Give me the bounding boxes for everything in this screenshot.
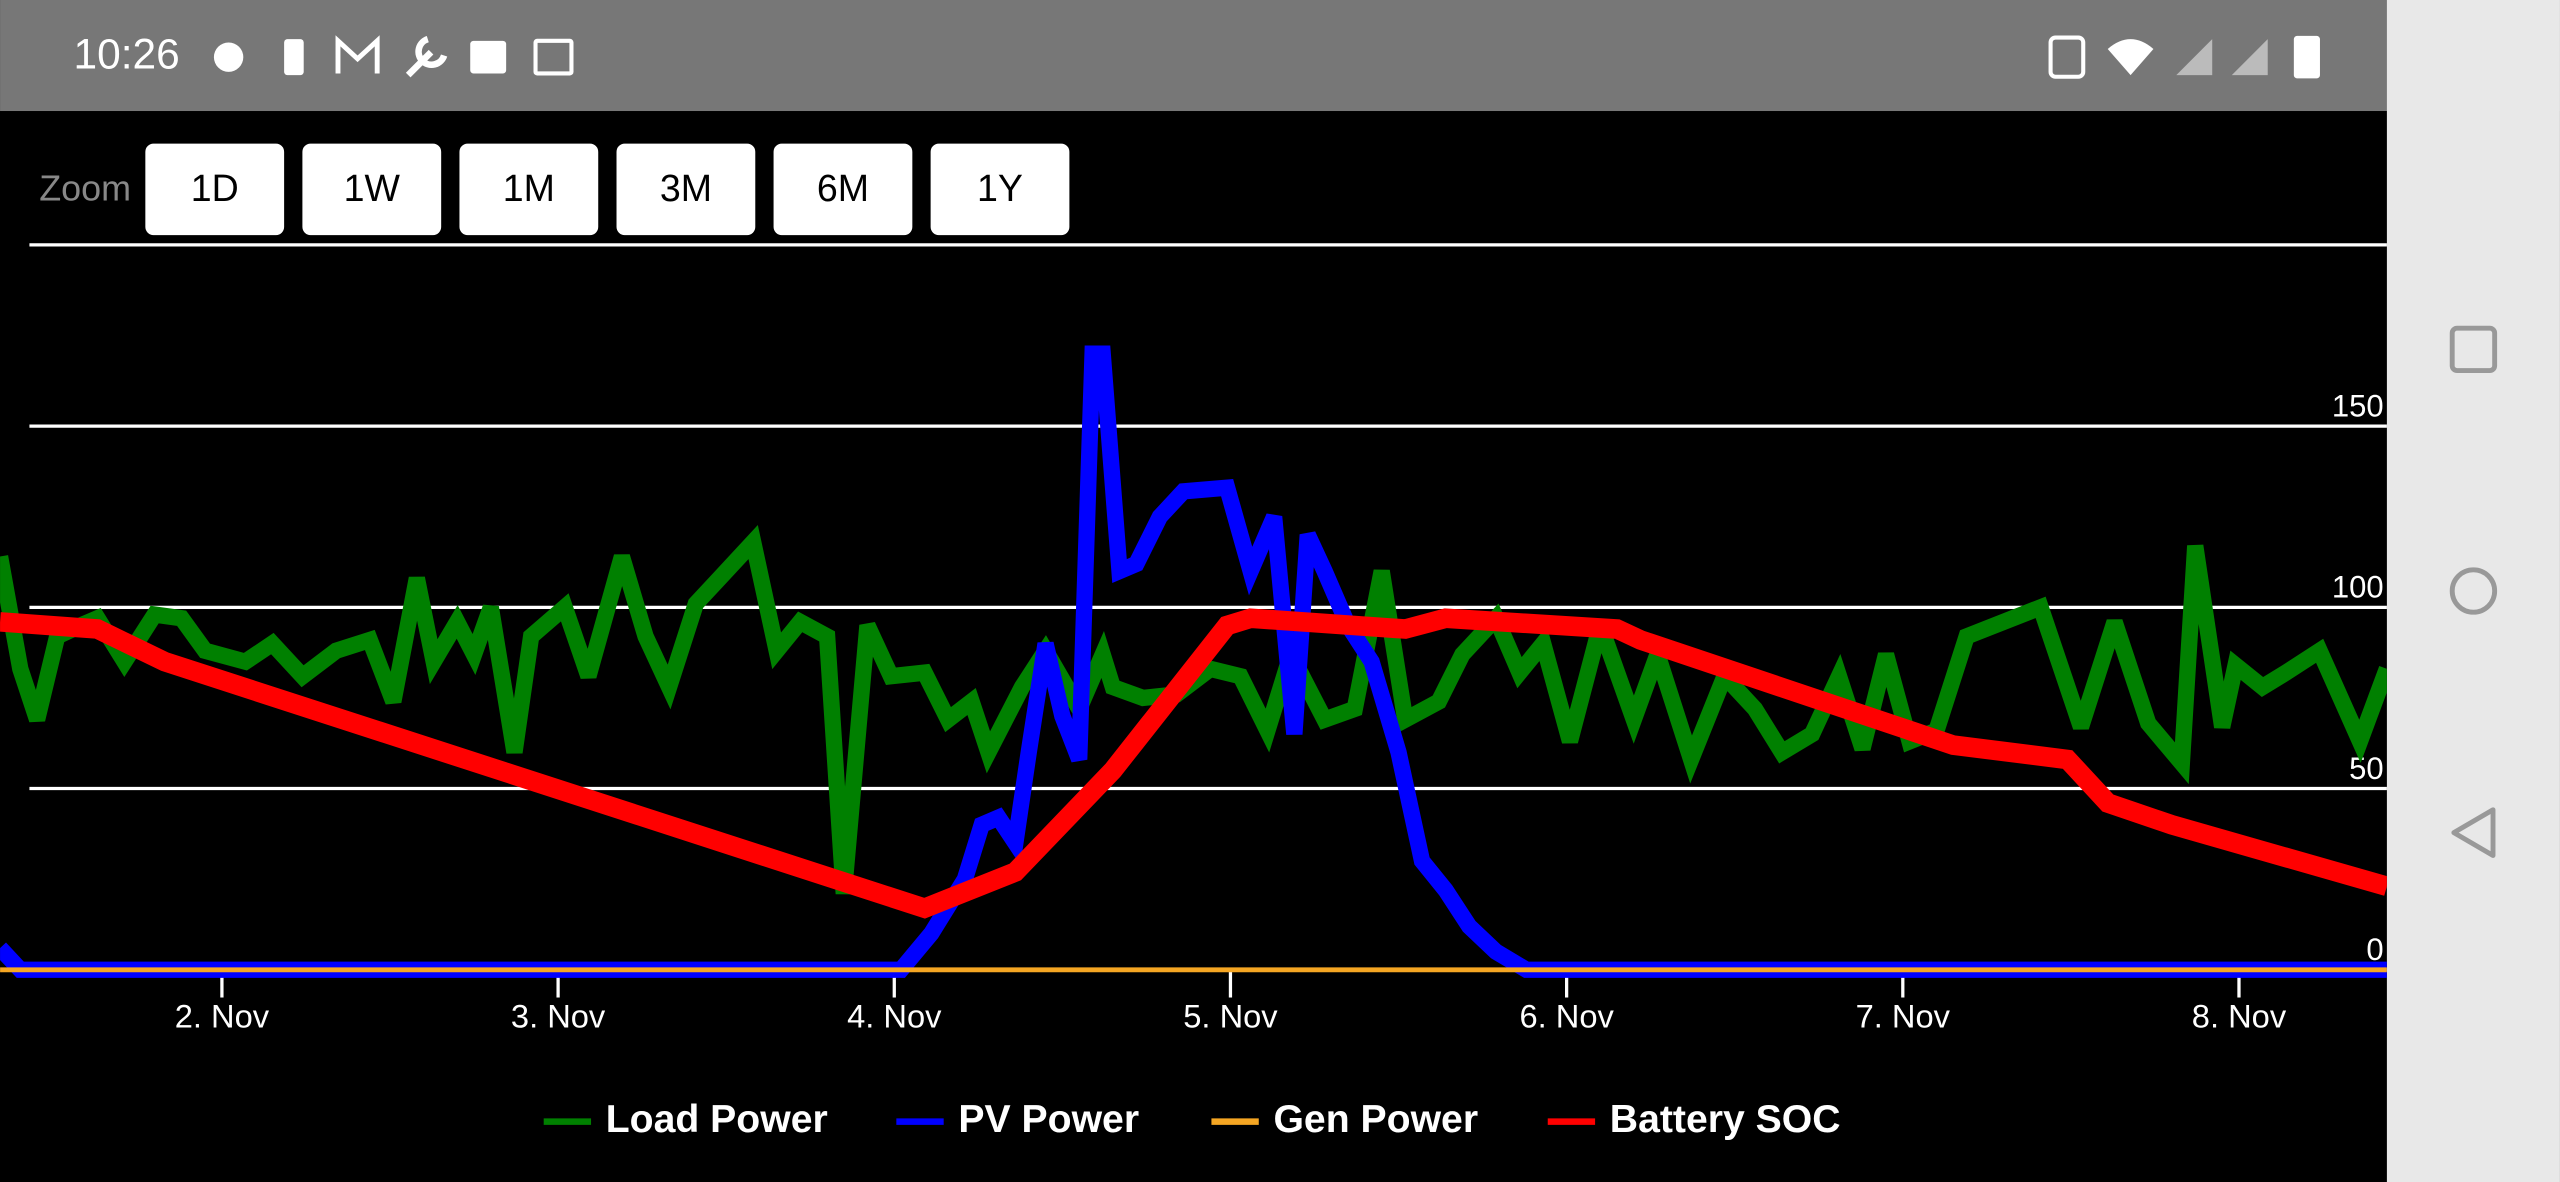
legend-item[interactable]: Gen Power: [1211, 1098, 1478, 1141]
x-tick-label: 4. Nov: [847, 997, 942, 1034]
zoom-button-bg[interactable]: [773, 143, 913, 236]
x-tick-label: 7. Nov: [1856, 997, 1951, 1034]
legend-item[interactable]: Battery SOC: [1547, 1098, 1841, 1141]
x-tick-label: 5. Nov: [1183, 997, 1278, 1034]
zoom-button-bg[interactable]: [145, 143, 285, 236]
y-tick-label: 0: [2366, 932, 2383, 967]
zoom-button[interactable]: 3M: [616, 143, 756, 236]
series-line: [0, 608, 2387, 919]
settings-icon: [213, 42, 244, 72]
plot-area: [0, 345, 2387, 978]
zoom-button-label[interactable]: 1D: [191, 167, 239, 209]
legend-item[interactable]: PV Power: [896, 1098, 1139, 1141]
zoom-button[interactable]: 6M: [773, 143, 913, 236]
status-icons: [213, 35, 2320, 79]
tool-icon: [405, 36, 448, 78]
y-tick-label: 50: [2349, 751, 2383, 786]
zoom-button-bg[interactable]: [616, 143, 756, 236]
zoom-button[interactable]: 1D: [145, 143, 285, 236]
zoom-button-label[interactable]: 1W: [344, 167, 401, 209]
zoom-button[interactable]: 1Y: [930, 143, 1070, 236]
zoom-button[interactable]: 1W: [302, 143, 442, 236]
image-icon: [470, 40, 507, 74]
nav-bar: [2386, 0, 2560, 1182]
zoom-button-label[interactable]: 6M: [817, 167, 869, 209]
legend-label[interactable]: Gen Power: [1273, 1098, 1478, 1141]
back-button[interactable]: [2451, 807, 2496, 858]
zoom-label: Zoom: [39, 167, 131, 208]
zoom-button[interactable]: 1M: [459, 143, 599, 236]
series-line: [0, 345, 2387, 978]
calendar-icon: [533, 38, 574, 76]
mail-icon: [335, 35, 380, 74]
x-tick-label: 2. Nov: [175, 997, 270, 1034]
legend-item[interactable]: Load Power: [543, 1098, 828, 1141]
zoom-button-bg[interactable]: [302, 143, 442, 236]
chart: 0 50 100 150 2. Nov 3. Nov 4. Nov 5. Nov 6. Nov 7…: [0, 243, 2387, 1141]
download-icon: [284, 39, 304, 76]
zoom-button-label[interactable]: 3M: [660, 167, 712, 209]
home-button[interactable]: [2449, 567, 2498, 615]
zoom-button-label[interactable]: 1Y: [977, 167, 1023, 209]
battery-icon: [2293, 35, 2320, 79]
zoom-button-bg[interactable]: [930, 143, 1070, 236]
nfc-icon: [2048, 35, 2086, 79]
y-tick-label: 100: [2332, 570, 2384, 605]
y-tick-label: 150: [2332, 388, 2384, 423]
legend-label[interactable]: Load Power: [606, 1098, 828, 1141]
recents-button[interactable]: [2449, 325, 2498, 374]
status-bar: [0, 0, 2560, 112]
x-tick-label: 6. Nov: [1519, 997, 1614, 1034]
legend-label[interactable]: Battery SOC: [1610, 1098, 1841, 1141]
zoom-button-bg[interactable]: [459, 143, 599, 236]
x-tick-label: 3. Nov: [511, 997, 606, 1034]
legend-label[interactable]: PV Power: [958, 1098, 1139, 1141]
signal-icon: [2176, 39, 2213, 76]
x-tick-label: 8. Nov: [2192, 997, 2287, 1034]
status-time: 10:26: [74, 30, 180, 77]
signal-icon: [2231, 39, 2268, 76]
zoom-button-label[interactable]: 1M: [503, 167, 555, 209]
wifi-icon: [2107, 39, 2154, 76]
